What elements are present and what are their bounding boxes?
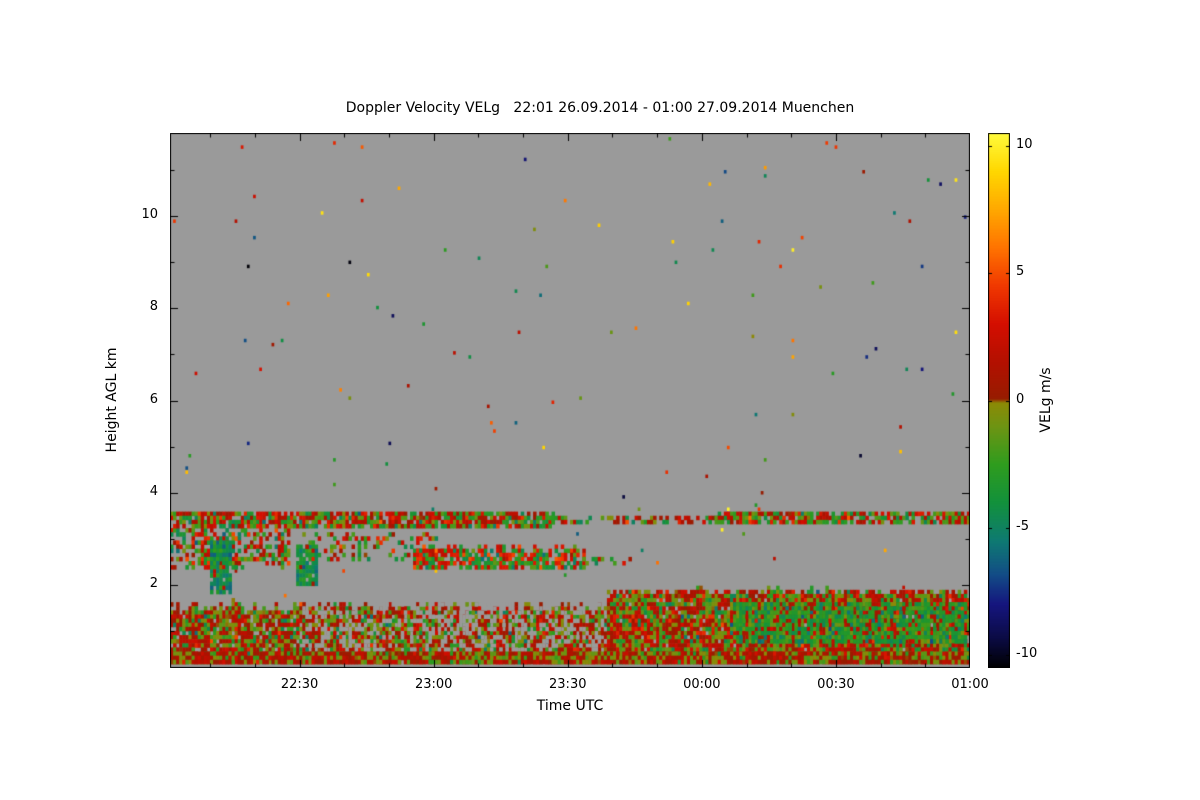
y-tick-label: 4	[149, 483, 158, 499]
colorbar-tick-label: 10	[1016, 136, 1033, 152]
x-tick-label: 00:00	[683, 677, 721, 692]
colorbar-tick-label: 0	[1016, 391, 1025, 407]
x-tick-label: 22:30	[280, 677, 319, 692]
y-tick-label: 8	[149, 299, 158, 315]
colorbar-label: VELg m/s	[1038, 367, 1054, 433]
colorbar-tick-label: -5	[1016, 518, 1029, 534]
x-axis-label: Time UTC	[536, 698, 604, 714]
heatmap-canvas	[170, 133, 970, 668]
y-tick-label: 2	[149, 575, 158, 591]
colorbar-tick-label: -10	[1016, 646, 1038, 662]
y-tick-label: 10	[141, 207, 158, 223]
chart-title: Doppler Velocity VELg 22:01 26.09.2014 -…	[345, 100, 855, 116]
colorbar-gradient	[988, 133, 1010, 668]
colorbar-tick-label: 5	[1016, 264, 1025, 280]
x-tick-label: 23:00	[414, 677, 453, 692]
y-tick-label: 6	[149, 391, 158, 407]
x-tick-label: 00:30	[817, 677, 855, 692]
x-tick-label: 23:30	[549, 677, 587, 692]
x-tick-label: 01:00	[951, 677, 989, 692]
